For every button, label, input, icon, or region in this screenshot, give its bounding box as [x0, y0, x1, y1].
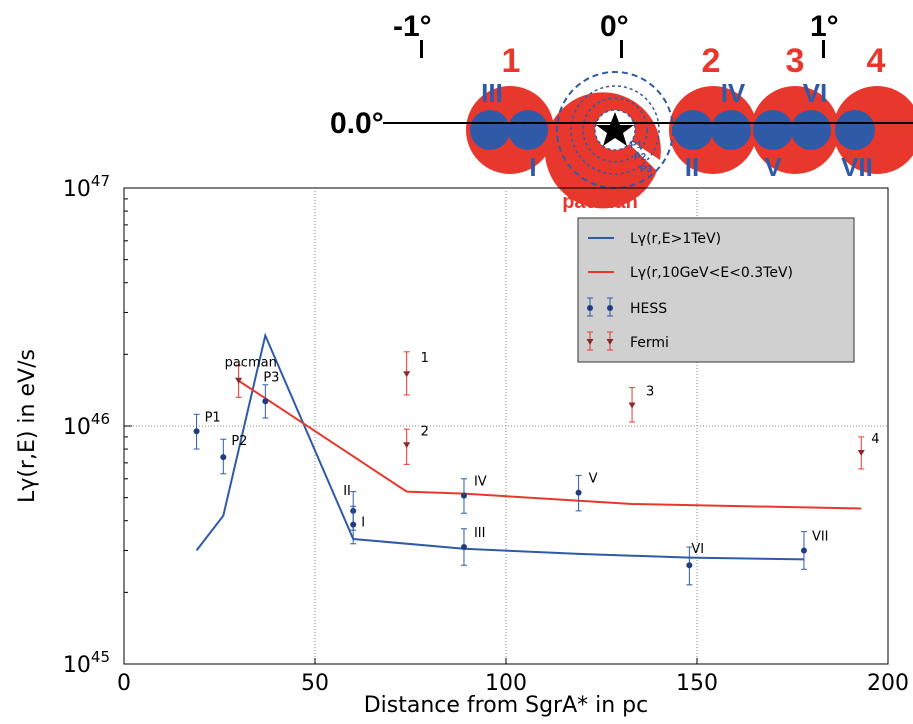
legend-marker-hess — [587, 305, 593, 311]
longitude-tick-0 — [620, 40, 623, 58]
hess-region-III-disk — [470, 110, 510, 150]
hess-point — [686, 562, 693, 569]
fermi-point-label: 3 — [646, 384, 654, 399]
p3-ring — [570, 85, 660, 175]
y-axis-ticks: 1045 1046 1047 — [63, 172, 132, 678]
fermi-point — [403, 371, 411, 378]
legend-box — [577, 217, 855, 363]
hess-point — [350, 521, 357, 528]
hess-region-VI-disk — [791, 110, 831, 150]
fermi-point-label: 4 — [871, 432, 879, 447]
hess-point — [460, 544, 467, 551]
sgra-star-icon — [596, 112, 634, 146]
fermi-region-label-4: 4 — [867, 42, 886, 80]
hess-point-label: VII — [812, 529, 829, 544]
x-tick-label: 100 — [485, 671, 527, 696]
data-points — [193, 351, 865, 586]
longitude-label-minus1: -1° — [393, 10, 432, 43]
model-lines — [195, 332, 862, 561]
hess-region-label-V: V — [764, 152, 782, 182]
hess-point-label: P1 — [205, 410, 221, 425]
fermi-point — [235, 377, 243, 384]
pacman-label: pacman — [562, 191, 638, 213]
p2-ring — [582, 97, 648, 163]
legend-label: Lγ(r,E>1TeV) — [630, 231, 721, 247]
hess-point-label: II — [343, 484, 351, 499]
hess-point — [220, 454, 227, 461]
legend-label: HESS — [630, 301, 667, 317]
y-tick-label: 1047 — [63, 172, 110, 202]
fermi-region-label-3: 3 — [786, 42, 805, 80]
hess-point-label: I — [361, 516, 365, 531]
x-tick-label: 50 — [301, 671, 329, 696]
x-axis-ticks: 0 50 100 150 200 — [117, 658, 909, 696]
fermi-point — [857, 450, 865, 457]
hess-point — [800, 547, 807, 554]
hess-point-label: P3 — [263, 370, 279, 385]
hess-point-label: V — [589, 472, 598, 487]
fermi-point — [628, 402, 636, 409]
fermi-region-label-2: 2 — [702, 42, 721, 80]
hess-point — [262, 398, 269, 405]
fermi-point — [403, 442, 411, 449]
legend-label: Fermi — [630, 335, 669, 351]
hess-point-label: III — [474, 526, 486, 541]
hess-region-V-disk — [753, 110, 793, 150]
hess-region-label-III: III — [481, 78, 503, 108]
inner-label-P1: P1 — [630, 140, 643, 151]
fermi-point-label: pacman — [225, 356, 277, 371]
fermi-point-label: 2 — [421, 424, 429, 439]
hess-region-label-II: II — [685, 152, 699, 182]
hess-point — [575, 489, 582, 496]
longitude-label-0: 0° — [600, 10, 629, 43]
longitude-label-1: 1° — [810, 10, 839, 43]
hess-region-II-disk — [673, 110, 713, 150]
y-tick-label: 1045 — [63, 648, 110, 678]
y-tick-label: 1046 — [63, 410, 110, 440]
inner-label-P3: P3 — [640, 164, 653, 175]
inner-label-P2: P2 — [634, 152, 647, 163]
y-axis-label: Lγ(r,E) in eV/s — [15, 349, 40, 503]
hess-region-VII-disk — [835, 110, 875, 150]
hess-region-label-VII: VII — [841, 152, 873, 182]
x-tick-label: 200 — [867, 671, 909, 696]
hess-region-label-I: I — [529, 152, 536, 182]
hess-region-label-VI: VI — [803, 78, 828, 108]
hess-point — [460, 492, 467, 499]
hess-point-label: IV — [474, 475, 487, 490]
longitude-tick-1 — [822, 40, 825, 58]
x-axis-label: Distance from SgrA* in pc — [364, 693, 649, 718]
longitude-tick-minus1 — [420, 40, 423, 58]
legend-marker-fermi — [586, 339, 594, 345]
grid — [124, 188, 888, 664]
x-tick-label: 150 — [676, 671, 718, 696]
hess-region-IV-disk — [711, 110, 751, 150]
latitude-label: 0.0° — [330, 107, 384, 140]
region-map: -1° 0° 1° 0.0° 1 2 3 4 — [330, 10, 913, 213]
legend-label: Lγ(r,10GeV<E<0.3TeV) — [630, 265, 793, 281]
legend-items: Lγ(r,E>1TeV) Lγ(r,10GeV<E<0.3TeV) HESS Ferm… — [586, 231, 793, 351]
hess-point-label: VI — [691, 542, 704, 557]
hess-point-label: P2 — [231, 434, 247, 449]
x-tick-label: 0 — [117, 671, 131, 696]
fermi-region-label-1: 1 — [502, 42, 521, 80]
hess-region-I-disk — [508, 110, 548, 150]
legend-marker-hess — [607, 305, 613, 311]
hess-point — [193, 428, 200, 435]
legend-marker-fermi — [606, 339, 614, 345]
fermi-point-label: 1 — [421, 351, 429, 366]
legend: Lγ(r,E>1TeV) Lγ(r,10GeV<E<0.3TeV) HESS Ferm… — [577, 217, 855, 363]
hess-model-line — [195, 332, 805, 561]
hess-region-label-IV: IV — [721, 78, 746, 108]
